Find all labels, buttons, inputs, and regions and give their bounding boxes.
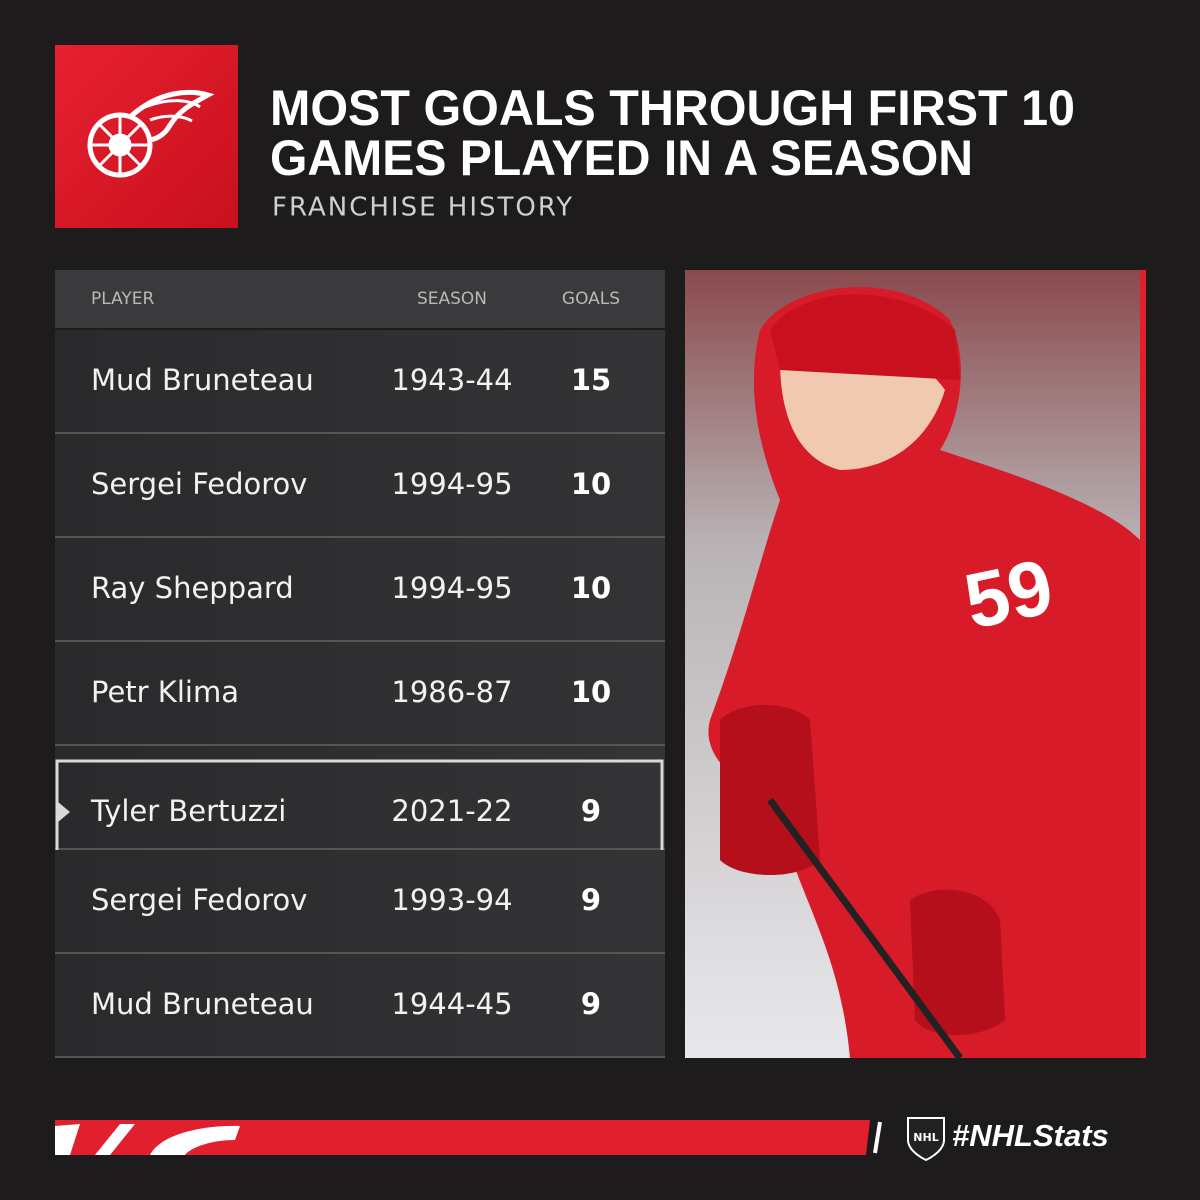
goals-cell: 15 bbox=[571, 363, 611, 397]
player-cell: Tyler Bertuzzi bbox=[90, 794, 286, 828]
player-cell: Ray Sheppard bbox=[91, 571, 294, 605]
season-cell: 1994-95 bbox=[391, 571, 512, 605]
table-row bbox=[55, 954, 665, 1056]
nhl-logo: NHL bbox=[913, 1131, 938, 1144]
season-cell: 1994-95 bbox=[391, 467, 512, 501]
season-cell: 1943-44 bbox=[391, 363, 512, 397]
table-row bbox=[55, 746, 665, 848]
footer: NHL #NHLStats bbox=[55, 1117, 1109, 1162]
player-cell: Mud Bruneteau bbox=[91, 363, 314, 397]
player-photo: 59 bbox=[685, 270, 1146, 1061]
hashtag: #NHLStats bbox=[952, 1118, 1109, 1153]
season-cell: 2021-22 bbox=[391, 794, 512, 828]
subtitle: FRANCHISE HISTORY bbox=[272, 193, 574, 223]
goals-cell: 10 bbox=[571, 467, 611, 501]
season-cell: 1993-94 bbox=[391, 883, 512, 917]
season-cell: 1944-45 bbox=[391, 987, 512, 1021]
goals-cell: 9 bbox=[581, 794, 601, 828]
table-header bbox=[55, 270, 665, 328]
player-cell: Petr Klima bbox=[91, 675, 239, 709]
table-row bbox=[55, 642, 665, 744]
table-row bbox=[55, 330, 665, 432]
goals-cell: 9 bbox=[581, 987, 601, 1021]
table-row bbox=[55, 434, 665, 536]
goals-cell: 10 bbox=[571, 675, 611, 709]
table-row bbox=[55, 850, 665, 952]
table: PLAYER SEASON GOALS Mud Bruneteau 1943-44 15 S… bbox=[55, 270, 665, 1058]
player-cell: Sergei Fedorov bbox=[91, 883, 307, 917]
column-header: PLAYER bbox=[91, 289, 155, 309]
team-logo bbox=[87, 89, 215, 178]
goals-cell: 9 bbox=[581, 883, 601, 917]
svg-text:59: 59 bbox=[957, 542, 1060, 646]
table-row bbox=[55, 538, 665, 640]
title-line: GAMES PLAYED IN A SEASON bbox=[270, 130, 973, 186]
column-header: SEASON bbox=[417, 289, 487, 309]
player-cell: Sergei Fedorov bbox=[91, 467, 307, 501]
goals-cell: 10 bbox=[571, 571, 611, 605]
column-header: GOALS bbox=[562, 289, 620, 309]
title-line: MOST GOALS THROUGH FIRST 10 bbox=[270, 80, 1075, 136]
player-cell: Mud Bruneteau bbox=[91, 987, 314, 1021]
season-cell: 1986-87 bbox=[391, 675, 512, 709]
row-pointer bbox=[58, 802, 70, 822]
